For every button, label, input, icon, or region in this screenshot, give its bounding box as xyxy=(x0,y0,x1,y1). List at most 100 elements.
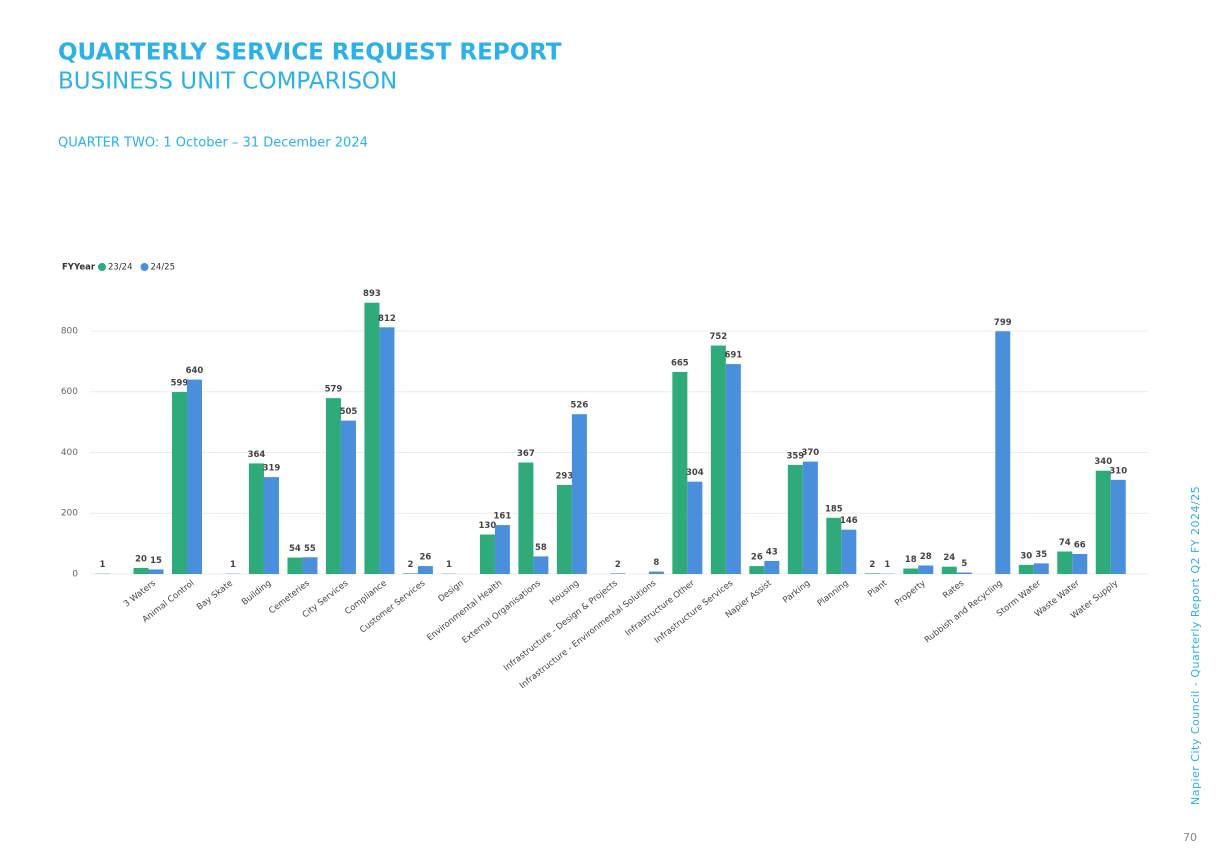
bar xyxy=(725,364,741,574)
data-label: 185 xyxy=(825,504,843,514)
bar xyxy=(710,345,726,574)
data-label: 15 xyxy=(150,556,162,566)
data-label: 54 xyxy=(289,544,301,554)
bar xyxy=(340,420,356,574)
bar xyxy=(864,573,880,574)
bar xyxy=(287,557,303,574)
bar xyxy=(764,560,780,574)
data-label: 161 xyxy=(494,512,512,522)
x-tick-label: Design xyxy=(437,578,466,604)
bar xyxy=(1072,553,1088,574)
data-label: 1 xyxy=(446,560,452,570)
data-label: 43 xyxy=(766,547,778,557)
bar xyxy=(402,573,418,574)
bar xyxy=(995,331,1011,574)
y-tick-label: 200 xyxy=(61,509,78,519)
bar xyxy=(672,371,688,574)
data-label: 310 xyxy=(1109,466,1127,476)
x-tick-label: Planning xyxy=(816,578,851,608)
bar xyxy=(379,327,395,574)
report-title: QUARTERLY SERVICE REQUEST REPORT xyxy=(58,40,562,66)
bar xyxy=(556,484,572,574)
legend-label: 24/25 xyxy=(151,263,176,273)
x-tick-label: Infrastructure Other xyxy=(624,578,698,639)
bar xyxy=(1095,470,1111,574)
data-label: 893 xyxy=(363,289,381,299)
legend-swatch xyxy=(98,263,106,271)
side-note: Napier City Council - Quarterly Report Q… xyxy=(1189,486,1202,805)
bar xyxy=(826,517,842,574)
bar xyxy=(787,464,803,574)
data-label: 364 xyxy=(248,450,266,460)
quarter: QUARTER TWO: 1 October – 31 December 202… xyxy=(58,136,368,151)
data-label: 1 xyxy=(884,560,890,570)
bar xyxy=(918,565,934,574)
bar xyxy=(1018,564,1034,574)
y-tick-label: 0 xyxy=(72,570,78,580)
data-label: 26 xyxy=(751,553,763,563)
data-label: 359 xyxy=(786,451,804,461)
bar xyxy=(1057,551,1073,574)
x-tick-label: External Organisations xyxy=(460,578,543,646)
legend-title: FYYear xyxy=(62,263,96,273)
data-label: 66 xyxy=(1074,540,1086,550)
x-tick-label: Building xyxy=(240,578,273,607)
bar xyxy=(186,379,202,574)
bar xyxy=(903,568,919,574)
x-tick-label: Infrastructure - Environmental Solutions xyxy=(518,578,659,691)
bar xyxy=(1033,563,1049,574)
bar xyxy=(302,557,318,574)
bar xyxy=(941,566,957,574)
data-label: 799 xyxy=(994,318,1012,328)
data-label: 26 xyxy=(419,553,431,563)
bar xyxy=(687,481,703,574)
data-label: 367 xyxy=(517,449,535,459)
data-label: 319 xyxy=(263,464,281,474)
x-tick-label: Property xyxy=(893,578,928,608)
data-label: 293 xyxy=(556,471,574,481)
data-label: 579 xyxy=(325,385,343,395)
x-tick-label: Customer Services xyxy=(358,578,428,635)
legend-swatch xyxy=(140,263,149,271)
x-tick-label: Rates xyxy=(941,578,966,601)
bar xyxy=(518,462,534,574)
data-label: 28 xyxy=(920,552,932,562)
bar xyxy=(148,569,164,574)
data-label: 18 xyxy=(905,555,917,565)
data-label: 599 xyxy=(171,379,189,389)
y-tick-label: 400 xyxy=(61,448,78,458)
bar xyxy=(648,571,664,574)
data-label: 505 xyxy=(340,407,358,417)
bar xyxy=(571,414,587,574)
report-subtitle: BUSINESS UNIT COMPARISON xyxy=(58,69,397,95)
data-label: 146 xyxy=(840,516,858,526)
bar xyxy=(533,556,549,574)
bar xyxy=(325,398,341,574)
data-label: 665 xyxy=(671,358,689,368)
x-tick-label: Bay Skate xyxy=(195,578,235,612)
data-label: 2 xyxy=(615,560,621,570)
bar xyxy=(802,461,818,574)
bar xyxy=(841,529,857,574)
data-label: 640 xyxy=(186,366,204,376)
bar xyxy=(171,392,187,574)
bar xyxy=(749,566,765,574)
data-label: 1 xyxy=(230,560,236,570)
data-label: 812 xyxy=(378,314,396,324)
data-label: 2 xyxy=(869,560,875,570)
x-tick-label: Parking xyxy=(781,578,812,605)
bar xyxy=(248,463,264,574)
bar xyxy=(364,302,380,574)
data-label: 30 xyxy=(1020,551,1032,561)
data-label: 5 xyxy=(961,559,967,569)
chart: 0 200 400 600 800 FYYear 23/24 24/25 1 3 Waters 20… xyxy=(61,263,1148,691)
data-label: 130 xyxy=(479,521,497,531)
x-tick-label: 3 Waters xyxy=(122,578,158,609)
data-label: 55 xyxy=(304,544,316,554)
legend-label: 23/24 xyxy=(108,263,133,273)
data-label: 2 xyxy=(407,560,413,570)
data-label: 526 xyxy=(571,401,589,411)
page-number: 70 xyxy=(1183,831,1197,844)
y-tick-label: 600 xyxy=(61,387,78,397)
data-label: 58 xyxy=(535,543,547,553)
